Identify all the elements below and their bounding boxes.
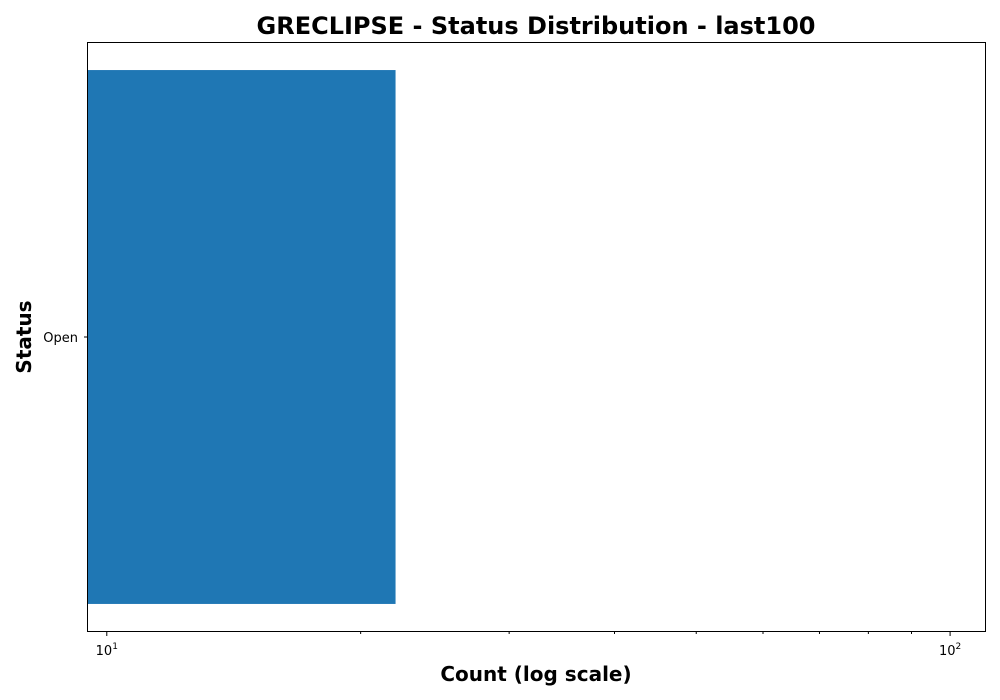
bars-group bbox=[88, 70, 396, 604]
plot-area: 101 102 Open bbox=[43, 42, 986, 659]
plot-frame bbox=[87, 42, 986, 632]
x-axis-label: Count (log scale) bbox=[440, 662, 631, 686]
y-axis-ticks: Open bbox=[43, 331, 88, 346]
chart-title: GRECLIPSE - Status Distribution - last10… bbox=[257, 12, 816, 40]
y-axis-label: Status bbox=[12, 300, 36, 373]
x-tick-label: 101 bbox=[96, 642, 118, 659]
y-tick-label: Open bbox=[43, 331, 78, 346]
bar-open bbox=[88, 70, 396, 604]
x-tick-label: 102 bbox=[939, 642, 961, 659]
x-axis-ticks: 101 102 bbox=[96, 631, 961, 659]
